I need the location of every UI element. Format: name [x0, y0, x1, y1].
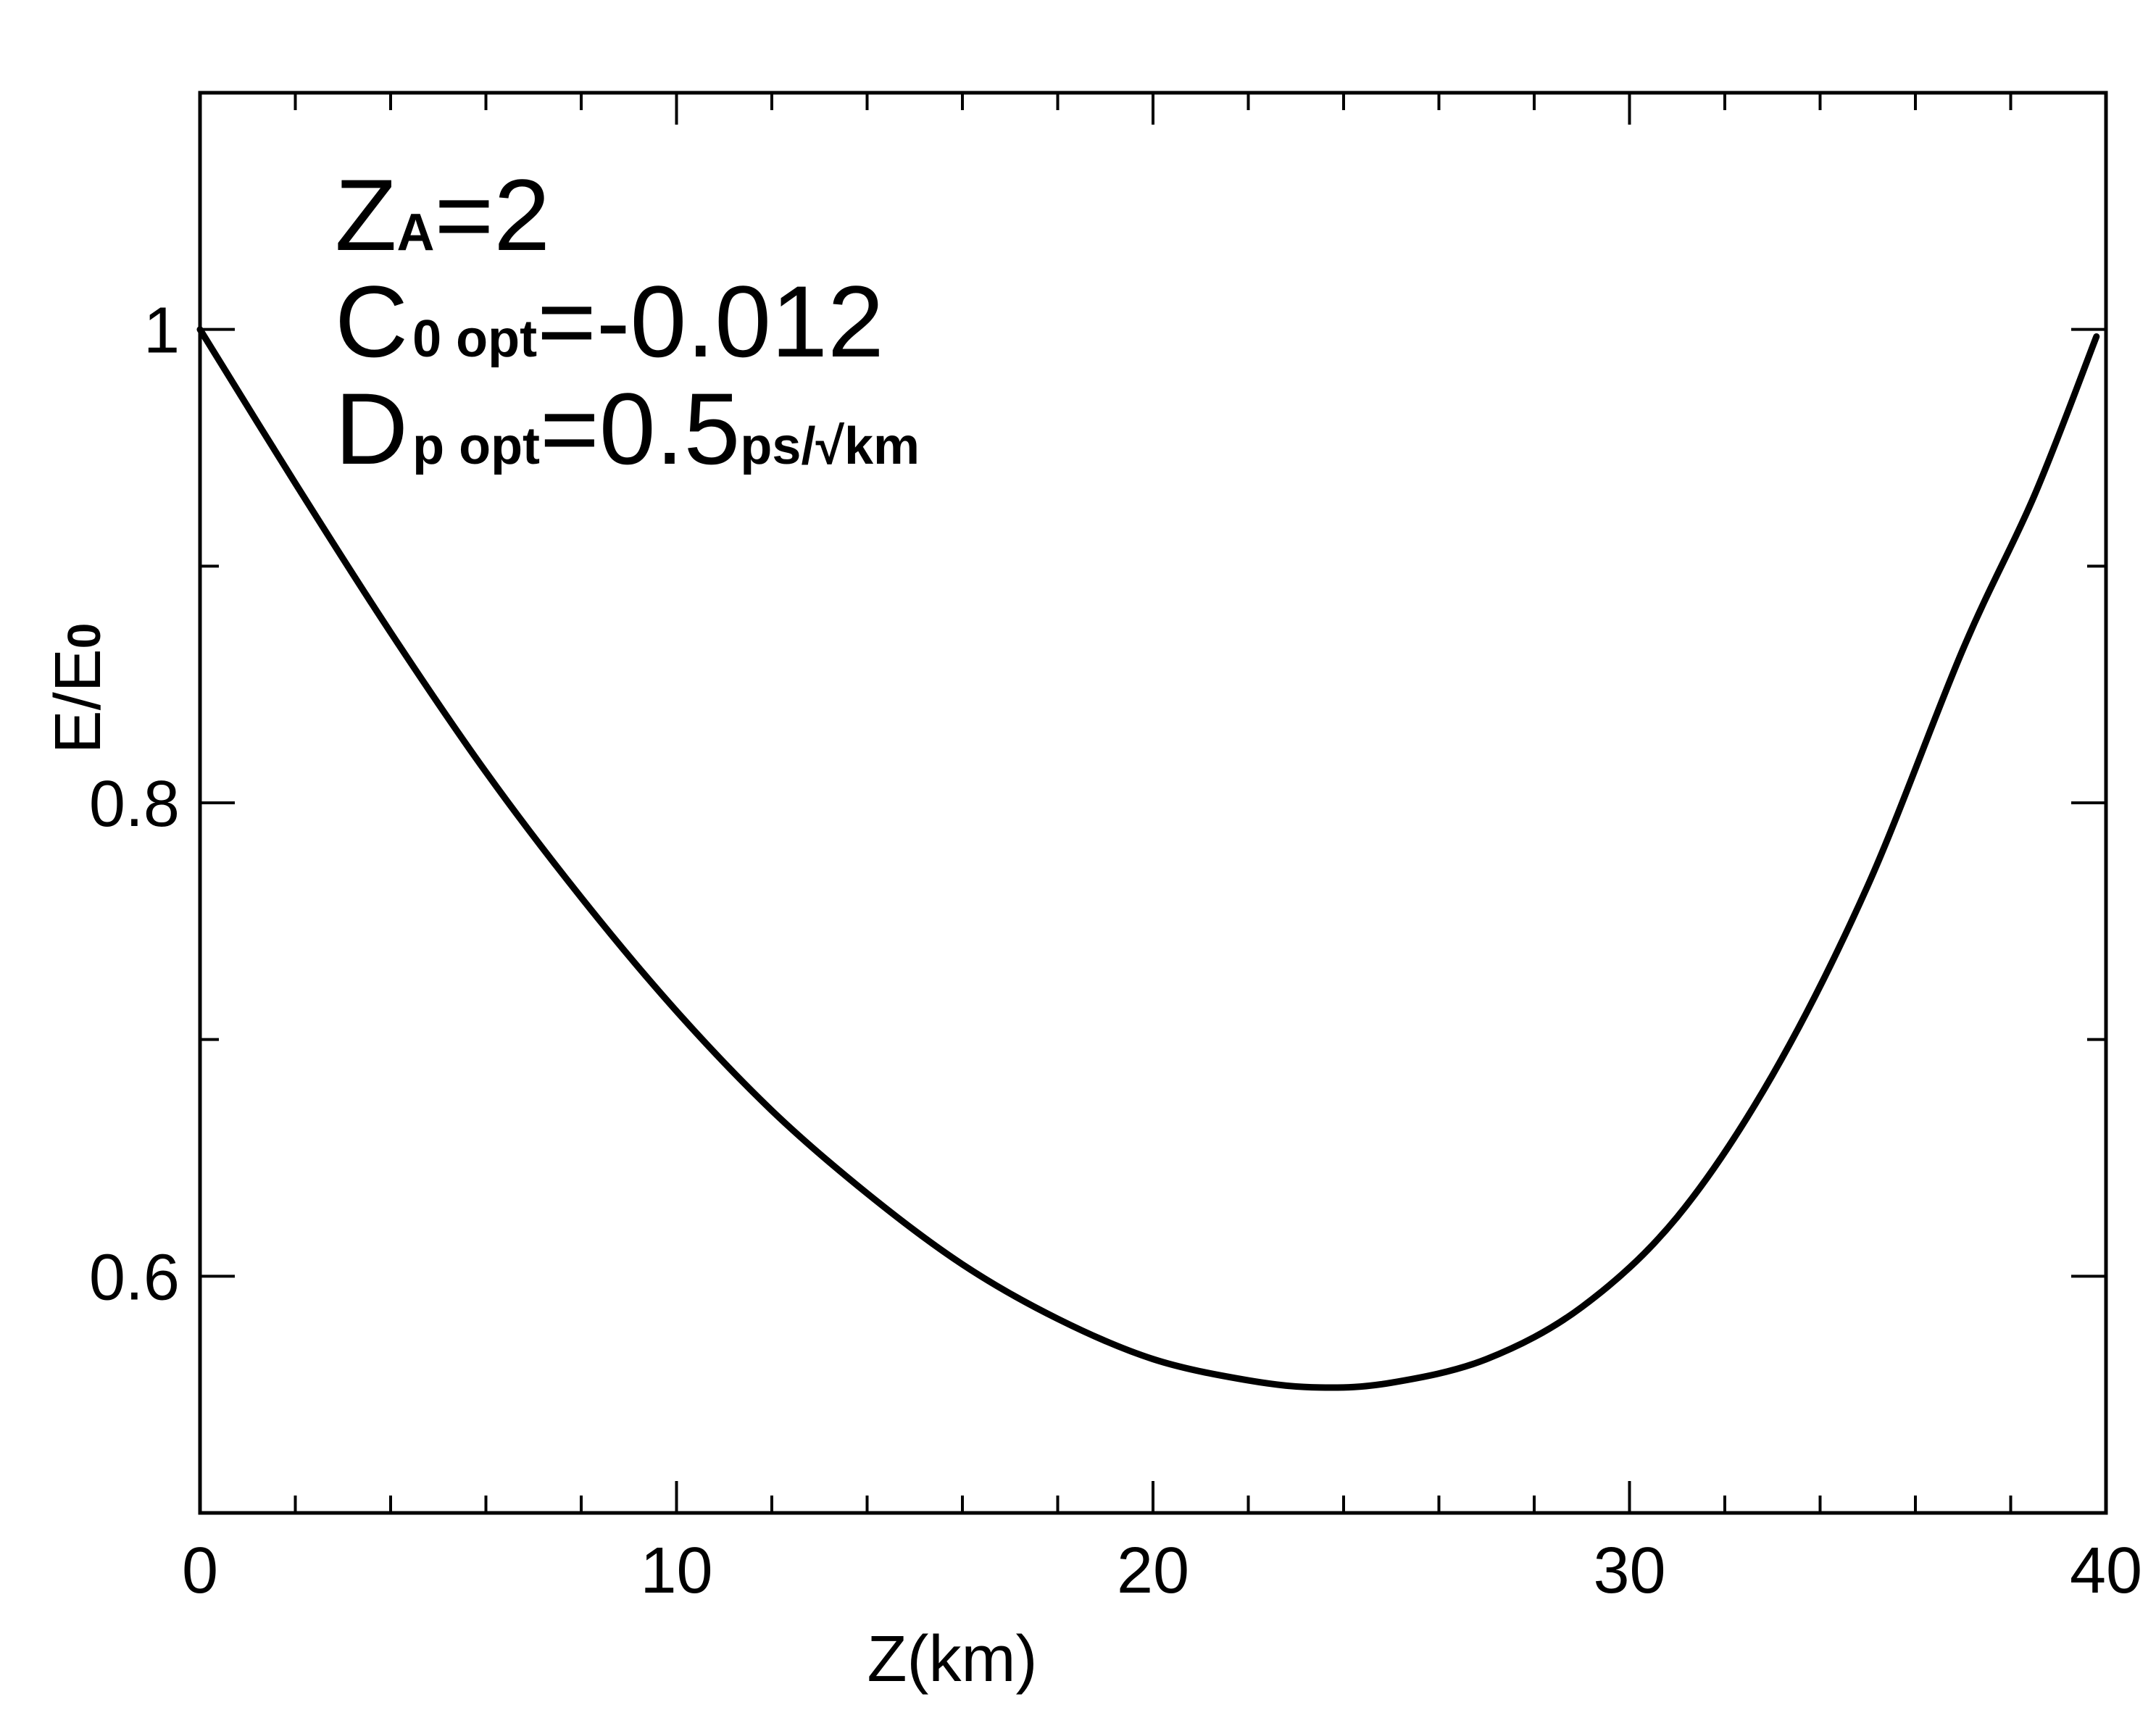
annotation-block: ZA=2 C0 opt=-0.012 Dp opt=0.5ps/√km [335, 158, 920, 485]
data-line [196, 326, 2100, 1391]
y-tick-label: 0.6 [89, 1241, 180, 1314]
x-tick-label: 40 [2070, 1535, 2142, 1607]
y-axis-label: E/E0 [42, 623, 115, 754]
x-tick-label: 30 [1593, 1535, 1665, 1607]
annotation-c0: C0 opt=-0.012 [335, 264, 884, 378]
plot-frame [198, 91, 2108, 1515]
annotation-dp: Dp opt=0.5ps/√km [335, 372, 920, 485]
x-tick-label: 10 [640, 1535, 712, 1607]
tick-marks [199, 91, 2107, 1514]
x-axis-label: Z(km) [867, 1623, 1038, 1696]
y-axis-label-group: E/E0 [42, 623, 115, 754]
x-tick-label: 20 [1117, 1535, 1189, 1607]
y-tick-label: 1 [143, 295, 180, 367]
y-tick-label: 0.8 [89, 768, 180, 841]
tick-labels: 0 10 20 30 40 0.6 0.8 1 [89, 295, 2142, 1607]
annotation-za: ZA=2 [335, 158, 550, 272]
x-tick-label: 0 [182, 1535, 218, 1607]
